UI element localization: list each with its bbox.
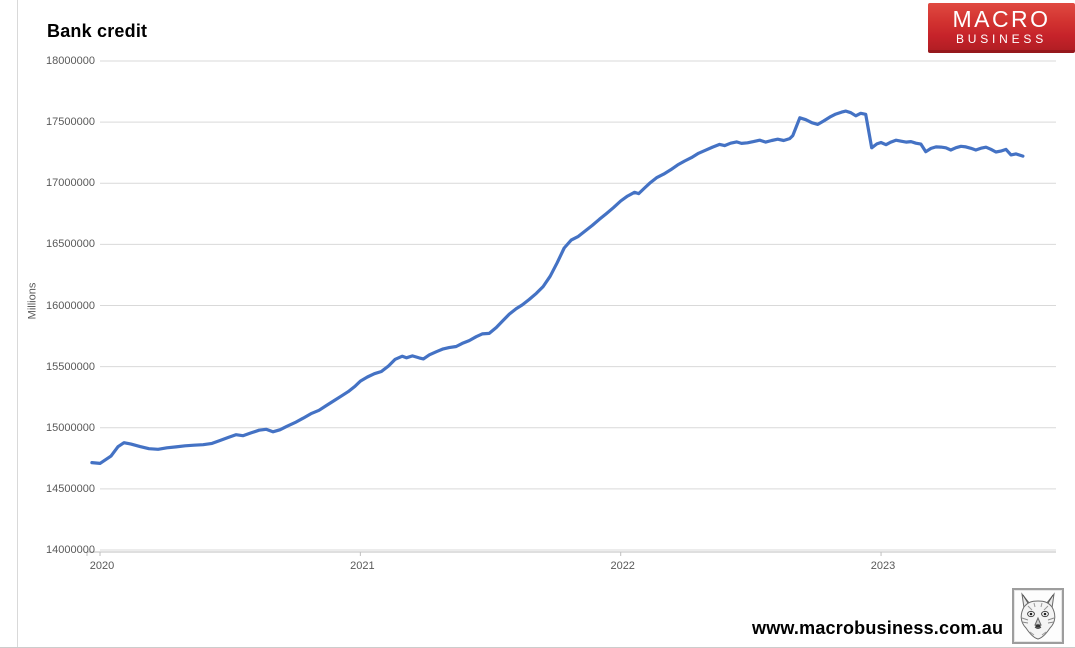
y-tick-label: 18000000 bbox=[46, 55, 95, 67]
footer-website-url[interactable]: www.macrobusiness.com.au bbox=[752, 618, 1004, 638]
bank-credit-line-series bbox=[90, 109, 1025, 465]
x-tick-label: 2022 bbox=[610, 560, 635, 572]
macrobusiness-logo[interactable]: MACRO BUSINESS bbox=[928, 3, 1075, 53]
chart-title: Bank credit bbox=[47, 21, 148, 41]
x-axis bbox=[86, 551, 1056, 556]
y-tick-label: 14000000 bbox=[46, 544, 95, 556]
y-tick-label: 15500000 bbox=[46, 360, 95, 373]
logo-text-business: BUSINESS bbox=[955, 32, 1048, 46]
x-tick-label: 2023 bbox=[870, 560, 896, 572]
y-tick-label: 17000000 bbox=[46, 177, 95, 190]
y-tick-label: 16500000 bbox=[46, 238, 95, 251]
x-tick-label: 2021 bbox=[350, 560, 375, 572]
x-tick-label: 2020 bbox=[89, 560, 115, 572]
gridlines bbox=[100, 60, 1056, 551]
y-tick-label: 17500000 bbox=[46, 116, 95, 129]
logo-text-macro: MACRO bbox=[952, 6, 1051, 32]
left-border-rule bbox=[17, 0, 18, 647]
y-tick-label: 15000000 bbox=[46, 421, 95, 434]
fox-mascot-image bbox=[1012, 588, 1064, 644]
y-tick-label: 16000000 bbox=[46, 299, 95, 312]
y-axis-title: Millions bbox=[26, 282, 39, 320]
y-tick-label: 14500000 bbox=[46, 482, 95, 495]
fox-icon bbox=[1020, 592, 1056, 640]
